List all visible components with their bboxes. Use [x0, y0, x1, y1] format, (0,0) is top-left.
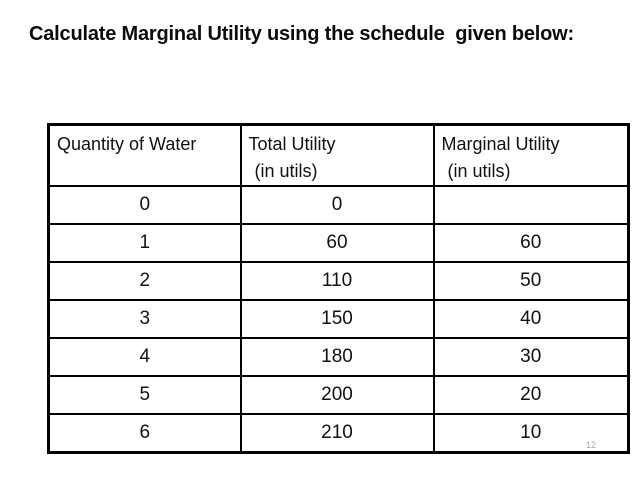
header-label: Quantity of Water: [57, 134, 197, 154]
table-row: 4 180 30: [47, 337, 630, 377]
cell-marginal-utility: 50: [432, 261, 630, 301]
table-row: 1 60 60: [47, 223, 630, 263]
table-row: 2 110 50: [47, 261, 630, 301]
cell-marginal-utility: 20: [432, 375, 630, 415]
cell-total-utility: 60: [239, 223, 435, 263]
cell-quantity: 3: [47, 299, 242, 339]
table-header-row: Quantity of Water Total Utility (in util…: [47, 123, 630, 187]
cell-total-utility: 110: [239, 261, 435, 301]
cell-marginal-utility: [432, 185, 630, 225]
header-sublabel: (in utils): [254, 161, 318, 181]
cell-total-utility: 150: [239, 299, 435, 339]
col-header-marginal-utility: Marginal Utility (in utils): [432, 123, 630, 187]
table-row: 3 150 40: [47, 299, 630, 339]
cell-total-utility: 180: [239, 337, 435, 377]
cell-quantity: 4: [47, 337, 242, 377]
cell-marginal-utility: 40: [432, 299, 630, 339]
table-row: 5 200 20: [47, 375, 630, 415]
header-label: Marginal Utility: [441, 134, 560, 154]
header-sublabel: (in utils): [447, 161, 511, 181]
cell-marginal-utility: 30: [432, 337, 630, 377]
cell-total-utility: 0: [239, 185, 435, 225]
cell-marginal-utility: 60: [432, 223, 630, 263]
cell-quantity: 6: [47, 413, 242, 454]
col-header-total-utility: Total Utility (in utils): [239, 123, 435, 187]
header-label: Total Utility: [248, 134, 336, 154]
page-title: Calculate Marginal Utility using the sch…: [29, 23, 574, 45]
cell-marginal-utility: 10: [432, 413, 630, 454]
cell-total-utility: 210: [239, 413, 435, 454]
table-row: 0 0: [47, 185, 630, 225]
utility-schedule-table: Quantity of Water Total Utility (in util…: [47, 123, 630, 454]
cell-total-utility: 200: [239, 375, 435, 415]
table-row: 6 210 10: [47, 413, 630, 454]
cell-quantity: 1: [47, 223, 242, 263]
page-number: 12: [586, 440, 597, 450]
cell-quantity: 2: [47, 261, 242, 301]
cell-quantity: 0: [47, 185, 242, 225]
col-header-quantity-of-water: Quantity of Water: [47, 123, 242, 187]
cell-quantity: 5: [47, 375, 242, 415]
